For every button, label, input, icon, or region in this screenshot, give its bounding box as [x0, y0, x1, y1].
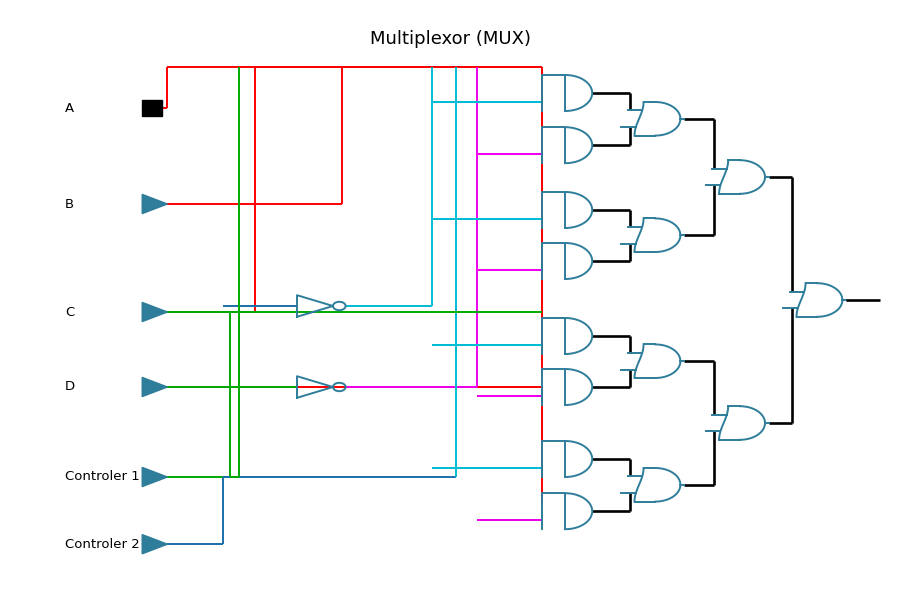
Polygon shape [796, 283, 842, 317]
Text: A: A [65, 101, 74, 115]
Polygon shape [542, 493, 592, 529]
Polygon shape [142, 467, 167, 487]
Text: Multiplexor (MUX): Multiplexor (MUX) [370, 30, 530, 48]
Polygon shape [297, 295, 333, 317]
Polygon shape [634, 218, 680, 252]
Polygon shape [142, 100, 162, 116]
Polygon shape [542, 127, 592, 163]
Polygon shape [542, 192, 592, 228]
Polygon shape [142, 377, 167, 397]
Polygon shape [542, 318, 592, 354]
Text: C: C [65, 305, 74, 319]
Polygon shape [634, 468, 680, 502]
Polygon shape [142, 535, 167, 554]
Polygon shape [297, 376, 333, 398]
Polygon shape [542, 369, 592, 405]
Polygon shape [634, 344, 680, 378]
Polygon shape [719, 160, 765, 194]
Polygon shape [634, 102, 680, 136]
Polygon shape [542, 75, 592, 111]
Text: D: D [65, 380, 75, 394]
Text: Controler 2: Controler 2 [65, 538, 140, 551]
Polygon shape [542, 441, 592, 477]
Polygon shape [142, 194, 167, 214]
Polygon shape [142, 302, 167, 322]
Polygon shape [719, 406, 765, 440]
Polygon shape [542, 243, 592, 279]
Text: B: B [65, 197, 74, 211]
Text: Controler 1: Controler 1 [65, 470, 140, 484]
